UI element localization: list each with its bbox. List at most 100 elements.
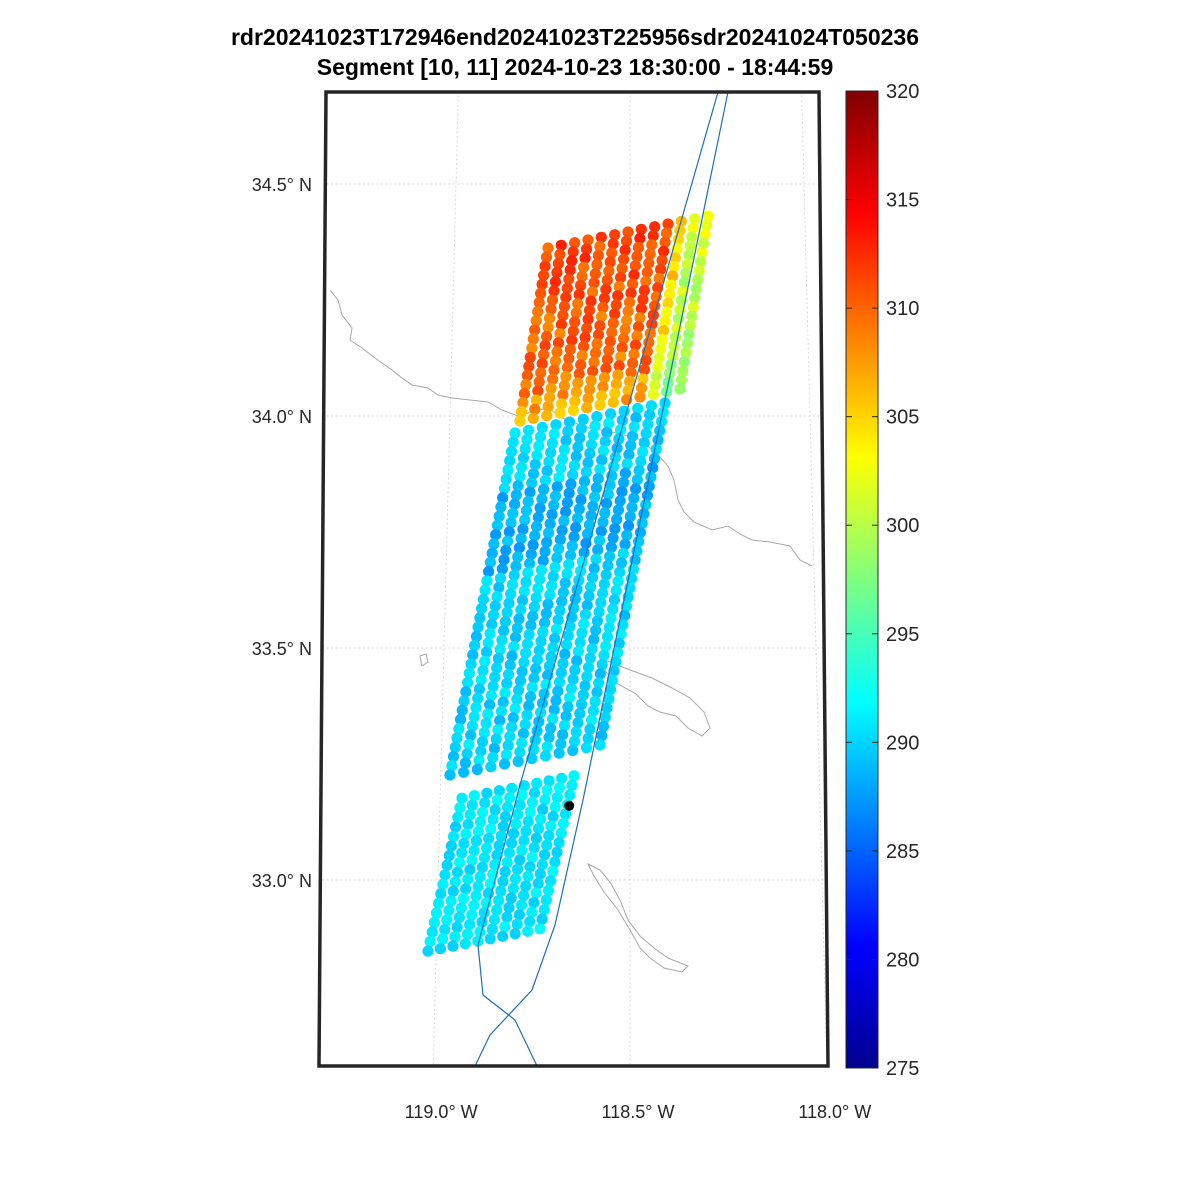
swath-footprint <box>576 270 588 282</box>
swath-footprint <box>638 284 651 296</box>
swath-footprint <box>572 298 584 310</box>
swath-footprint <box>539 545 551 558</box>
swath-footprint <box>509 427 521 439</box>
swath-footprint <box>589 268 602 280</box>
swath-footprint <box>465 658 477 670</box>
swath-footprint <box>497 875 509 888</box>
swath-footprint <box>464 809 476 821</box>
swath-footprint <box>555 738 567 750</box>
swath-footprint <box>524 557 536 570</box>
swath-footprint <box>555 398 568 410</box>
swath-footprint <box>618 333 630 345</box>
swath-footprint <box>518 835 530 847</box>
swath-footprint <box>641 266 653 278</box>
swath-footprint <box>501 678 513 690</box>
swath-footprint <box>557 818 570 830</box>
swath-footprint <box>564 692 576 704</box>
swath-footprint <box>487 609 500 621</box>
swath-footprint <box>619 244 631 256</box>
swath-footprint <box>512 551 524 563</box>
swath-footprint <box>530 663 542 675</box>
swath-footprint <box>570 522 582 534</box>
swath-footprint <box>504 659 516 671</box>
swath-footprint <box>622 305 634 317</box>
swath-footprint <box>612 504 625 516</box>
swath-footprint <box>507 436 519 448</box>
swath-footprint <box>575 359 587 371</box>
swath-footprint <box>533 644 545 657</box>
swath-footprint <box>506 721 518 733</box>
swath-footprint <box>444 769 456 781</box>
swath-footprint <box>493 581 505 594</box>
swath-footprint <box>522 925 534 937</box>
swath-footprint <box>483 566 495 578</box>
swath-footprint <box>626 501 638 513</box>
swath-footprint <box>558 300 571 312</box>
swath-footprint <box>609 387 621 399</box>
swath-footprint <box>527 539 539 551</box>
swath-footprint <box>566 334 578 346</box>
swath-footprint <box>441 859 453 871</box>
swath-footprint <box>612 575 624 587</box>
swath-footprint <box>593 535 606 547</box>
swath-footprint <box>604 479 616 491</box>
swath-footprint <box>542 527 555 539</box>
swath-footprint <box>556 595 568 608</box>
swath-footprint <box>650 443 662 455</box>
swath-footprint <box>605 612 617 624</box>
swath-footprint <box>453 911 465 924</box>
lon-tick-label: 119.0° W <box>405 1102 478 1122</box>
swath-footprint <box>463 738 475 751</box>
swath-footprint <box>575 423 588 435</box>
swath-footprint <box>683 249 695 261</box>
swath-footprint <box>510 489 522 501</box>
swath-footprint <box>451 921 463 933</box>
swath-footprint <box>684 319 696 331</box>
swath-footprint <box>491 519 503 532</box>
swath-footprint <box>497 492 509 504</box>
swath-footprint <box>547 865 559 878</box>
swath-footprint <box>550 419 562 431</box>
swath-footprint <box>526 906 538 918</box>
swath-footprint <box>622 520 635 532</box>
swath-footprint <box>558 719 571 732</box>
swath-footprint <box>537 555 549 567</box>
swath-footprint <box>428 916 440 929</box>
swath-footprint <box>567 469 579 481</box>
swath-footprint <box>542 598 554 610</box>
swath-footprint <box>453 723 465 735</box>
swath-footprint <box>549 856 561 868</box>
swath-footprint <box>523 629 535 641</box>
swath-footprint <box>538 688 550 700</box>
swath-footprint <box>586 643 598 655</box>
swath-footprint <box>454 802 466 814</box>
swath-footprint <box>505 517 517 529</box>
swath-footprint <box>626 278 639 290</box>
marker-point <box>564 800 575 811</box>
swath-footprint <box>546 437 559 449</box>
swath-footprint <box>612 290 624 302</box>
swath-footprint <box>613 281 625 293</box>
swath-footprint <box>434 943 446 955</box>
swath-footprint <box>498 625 510 637</box>
swath-footprint <box>585 374 597 386</box>
swath-footprint <box>624 375 636 388</box>
swath-footprint <box>518 388 531 400</box>
swath-footprint <box>588 277 600 289</box>
swath-footprint <box>553 676 566 688</box>
swath-footprint <box>437 878 449 890</box>
swath-footprint <box>545 875 557 887</box>
swath-footprint <box>594 320 606 332</box>
swath-footprint <box>544 391 556 404</box>
swath-footprint <box>571 583 583 596</box>
swath-footprint <box>449 876 461 888</box>
swath-footprint <box>632 241 645 254</box>
swath-footprint <box>557 389 569 401</box>
swath-footprint <box>521 638 534 650</box>
swath-footprint <box>560 639 573 651</box>
swath-footprint <box>553 543 565 555</box>
swath-footprint <box>463 667 475 679</box>
swath-footprint <box>655 263 667 276</box>
lat-tick-label: 33.5° N <box>252 639 312 659</box>
swath-footprint <box>577 413 589 425</box>
